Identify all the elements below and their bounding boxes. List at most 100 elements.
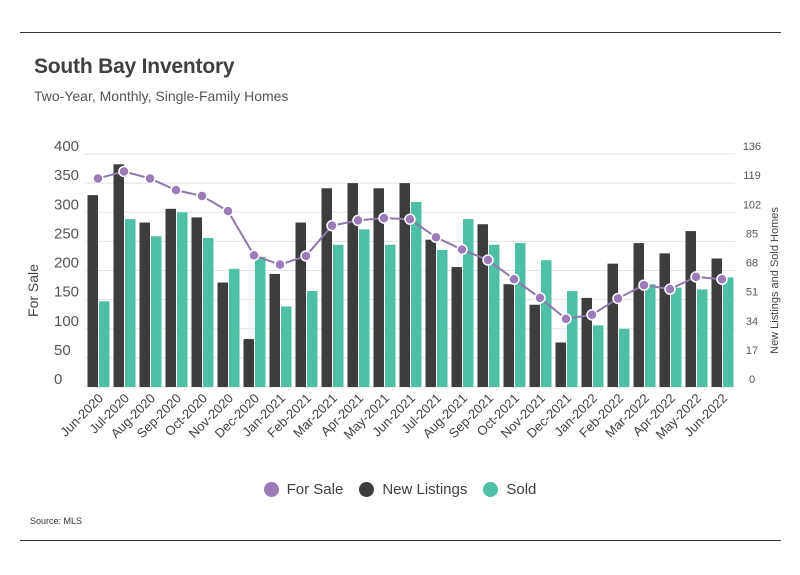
bar-sold: [333, 244, 344, 387]
bar-sold: [203, 237, 214, 387]
bar-sold: [489, 244, 500, 387]
for-sale-point: [430, 231, 442, 244]
legend-item-new-listings: New Listings: [359, 481, 467, 498]
bar-sold: [359, 229, 370, 387]
bar-new-listings: [139, 222, 150, 387]
bar-sold: [307, 291, 318, 387]
legend-label-for-sale: For Sale: [286, 481, 344, 498]
for-sale-point: [170, 184, 182, 196]
bar-sold: [541, 260, 552, 387]
bar-sold: [645, 284, 656, 387]
bar-new-listings: [503, 284, 514, 387]
y-left-tick-label: 400: [54, 138, 79, 155]
legend-label-new-listings: New Listings: [382, 481, 468, 498]
y-left-axis-title: For Sale: [25, 264, 41, 317]
for-sale-point: [638, 279, 650, 291]
for-sale-point: [508, 273, 520, 285]
bar-sold: [385, 244, 396, 387]
for-sale-point: [716, 273, 728, 285]
chart-title: South Bay Inventory: [34, 55, 235, 78]
bar-sold: [593, 325, 604, 387]
y-left-tick-label: 50: [54, 342, 71, 359]
sold-swatch: [483, 482, 499, 497]
y-right-tick-label: 136: [743, 141, 761, 153]
bar-sold: [723, 277, 734, 387]
bar-sold: [255, 256, 266, 387]
bar-new-listings: [529, 304, 540, 387]
bar-new-listings: [347, 183, 358, 387]
for-sale-point: [300, 250, 312, 262]
for-sale-point: [92, 172, 104, 185]
bar-new-listings: [425, 239, 436, 387]
y-left-tick-label: 150: [54, 284, 79, 301]
y-right-tick-label: 85: [746, 228, 758, 240]
legend-item-for-sale: For Sale: [263, 481, 344, 498]
y-right-tick-label: 17: [746, 345, 758, 357]
for-sale-point: [274, 258, 286, 271]
for-sale-point: [560, 313, 572, 325]
bar-new-listings: [581, 297, 592, 387]
bar-sold: [125, 219, 136, 387]
for-sale-point: [118, 165, 130, 178]
y-right-tick-label: 102: [743, 199, 761, 211]
bar-new-listings: [659, 253, 670, 387]
bar-new-listings: [113, 164, 124, 387]
bar-sold: [99, 301, 110, 387]
bar-sold: [177, 212, 188, 387]
bar-new-listings: [191, 217, 202, 387]
for-sale-point: [378, 212, 390, 224]
bar-new-listings: [555, 342, 566, 387]
for-sale-swatch: [263, 482, 279, 497]
bar-sold: [515, 243, 526, 387]
bar-sold: [411, 201, 422, 387]
legend: For Sale New Listings Sold: [0, 481, 800, 498]
bar-sold: [463, 219, 474, 387]
for-sale-point: [222, 205, 234, 217]
for-sale-point: [482, 254, 494, 266]
for-sale-point: [612, 292, 624, 305]
bar-new-listings: [165, 208, 176, 387]
bar-new-listings: [87, 195, 98, 387]
y-right-tick-label: 51: [746, 287, 758, 299]
for-sale-point: [326, 219, 338, 232]
bar-new-listings: [373, 188, 384, 387]
y-right-tick-label: 68: [746, 258, 758, 270]
bar-new-listings: [685, 231, 696, 387]
new-listings-swatch: [359, 482, 375, 497]
bar-new-listings: [217, 282, 228, 387]
bar-sold: [697, 289, 708, 387]
bar-new-listings: [399, 183, 410, 387]
y-right-axis-title: New Listings and Sold Homes: [769, 207, 781, 354]
legend-label-sold: Sold: [506, 481, 537, 498]
y-right-tick-label: 119: [743, 170, 761, 182]
for-sale-point: [690, 271, 702, 283]
for-sale-point: [248, 249, 260, 262]
bar-sold: [229, 268, 240, 387]
for-sale-point: [586, 309, 598, 321]
bar-sold: [671, 287, 682, 387]
bar-sold: [619, 328, 630, 387]
for-sale-point: [664, 283, 676, 295]
bar-new-listings: [477, 224, 488, 387]
source-note: Source: MLS: [30, 516, 83, 526]
y-right-tick-label: 0: [749, 374, 755, 386]
bar-new-listings: [243, 339, 254, 387]
y-left-tick-label: 100: [54, 313, 79, 330]
y-left-tick-label: 300: [54, 196, 79, 213]
bar-new-listings: [633, 243, 644, 387]
legend-item-sold: Sold: [483, 481, 536, 498]
y-left-tick-label: 350: [54, 167, 79, 184]
top-rule: [20, 32, 781, 33]
for-sale-point: [534, 292, 546, 304]
y-left-tick-label: 250: [54, 225, 79, 242]
bar-sold: [567, 291, 578, 387]
for-sale-point: [352, 214, 364, 227]
y-left-tick-label: 0: [54, 371, 62, 388]
bottom-rule: [20, 540, 781, 541]
bar-new-listings: [321, 188, 332, 387]
for-sale-point: [404, 213, 416, 225]
bar-new-listings: [451, 267, 462, 387]
for-sale-point: [456, 243, 468, 256]
y-right-tick-label: 34: [746, 316, 758, 328]
bar-new-listings: [711, 258, 722, 387]
